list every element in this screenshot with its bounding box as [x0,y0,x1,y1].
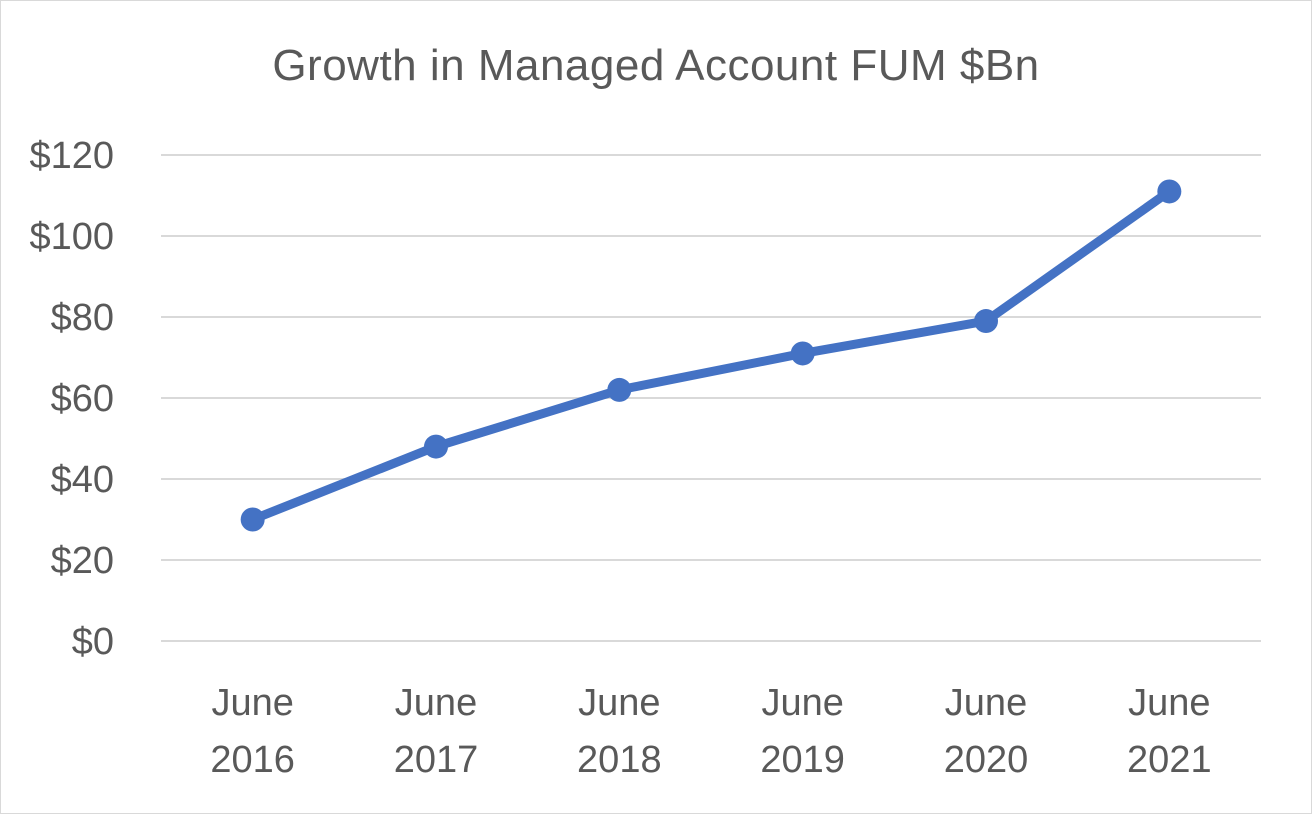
y-tick-label: $20 [51,540,114,582]
y-tick-label: $60 [51,378,114,420]
x-tick-label: 2019 [760,739,845,781]
data-point [240,507,265,532]
y-axis-tick-labels: $0 $20 $40 $60 $80 $100 $120 [29,135,114,663]
x-tick-label: 2017 [394,739,479,781]
x-tick-label: June [761,682,843,724]
x-tick-label: 2020 [944,739,1029,781]
x-axis-tick-labels: June 2016 June 2017 June 2018 June 2019 June 2020… [210,682,1211,781]
x-tick-label: June [211,682,293,724]
x-tick-label: June [395,682,477,724]
y-tick-label: $120 [29,135,114,177]
x-tick-label: June [1128,682,1210,724]
y-tick-label: $100 [29,216,114,258]
y-tick-label: $80 [51,297,114,339]
x-tick-label: June [945,682,1027,724]
data-point [974,309,998,334]
x-tick-label: 2021 [1127,739,1212,781]
data-point [790,341,815,366]
x-tick-label: June [578,682,660,724]
data-point [1157,179,1182,204]
y-tick-label: $0 [72,621,114,663]
series-group [240,179,1182,532]
x-tick-label: 2018 [577,739,662,781]
data-point [424,434,448,459]
data-point [607,377,632,402]
series-line [248,186,1174,524]
x-tick-label: 2016 [210,739,295,781]
y-tick-label: $40 [51,459,114,501]
chart-title: Growth in Managed Account FUM $Bn [272,41,1040,90]
gridlines [161,154,1261,642]
